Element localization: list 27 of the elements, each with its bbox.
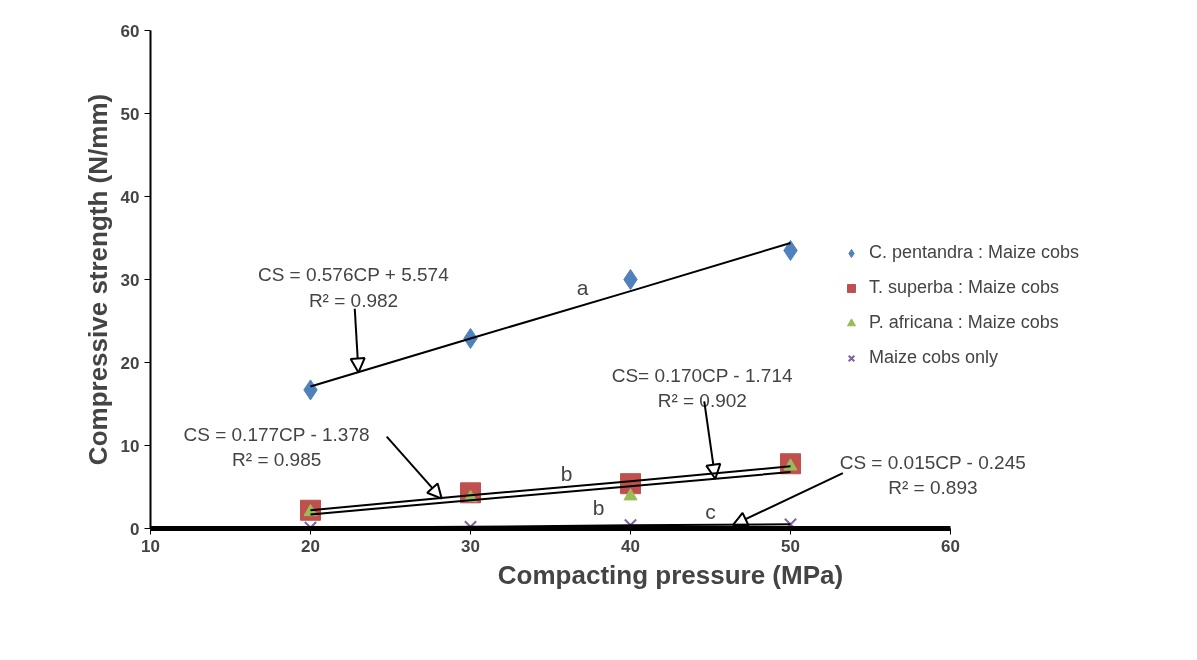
annotation: CS = 0.177CP - 1.378 R² = 0.985 xyxy=(183,423,370,470)
x-tick-label: 60 xyxy=(941,536,960,556)
annotation: a xyxy=(576,275,589,299)
annotation: CS = 0.576CP + 5.574 R² = 0.982 xyxy=(257,264,450,311)
x-axis-title: Compacting pressure (MPa) xyxy=(497,559,844,590)
annotation: CS = 0.015CP - 0.245 R² = 0.893 xyxy=(839,452,1026,499)
x-tick-label: 50 xyxy=(781,536,800,556)
y-tick-label: 30 xyxy=(120,270,140,290)
y-tick-label: 40 xyxy=(120,187,140,207)
x-tick-label: 20 xyxy=(301,536,320,556)
y-tick-label: 10 xyxy=(120,436,140,456)
annotation: b xyxy=(560,461,573,485)
legend-label: T. superba : Maize cobs xyxy=(869,277,1060,298)
legend-label: Maize cobs only xyxy=(869,347,999,368)
y-tick-label: 50 xyxy=(120,104,140,124)
legend-label: C. pentandra : Maize cobs xyxy=(869,242,1080,263)
x-tick-label: 30 xyxy=(461,536,480,556)
y-axis-title: Compressive strength (N/mm) xyxy=(82,93,113,466)
y-tick-label: 20 xyxy=(120,353,140,373)
annotation: b xyxy=(592,495,605,519)
annotation: c xyxy=(705,499,716,523)
legend-label: P. africana : Maize cobs xyxy=(869,312,1059,333)
y-tick-label: 0 xyxy=(130,519,140,539)
x-tick-label: 10 xyxy=(141,536,160,556)
y-tick-label: 60 xyxy=(120,21,140,41)
annotation: CS= 0.170CP - 1.714 R² = 0.902 xyxy=(611,364,793,411)
x-tick-label: 40 xyxy=(621,536,640,556)
